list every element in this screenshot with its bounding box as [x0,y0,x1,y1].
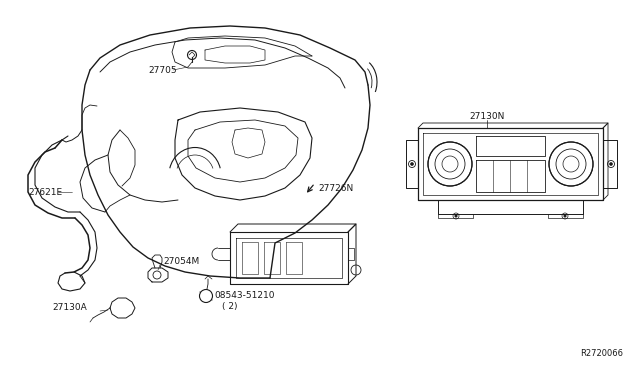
Circle shape [609,163,612,166]
Text: 27054M: 27054M [163,257,199,266]
Text: 27726N: 27726N [318,183,353,192]
Circle shape [428,142,472,186]
Text: R2720066: R2720066 [580,350,623,359]
Text: 27705: 27705 [148,65,177,74]
Text: 08543-51210: 08543-51210 [214,292,275,301]
Text: 27621E: 27621E [28,187,62,196]
Text: 27130A: 27130A [52,304,87,312]
Circle shape [564,215,566,217]
Text: ( 2): ( 2) [222,302,237,311]
Circle shape [410,163,413,166]
Circle shape [200,289,212,302]
Text: 27130N: 27130N [469,112,505,121]
Circle shape [455,215,457,217]
Circle shape [549,142,593,186]
